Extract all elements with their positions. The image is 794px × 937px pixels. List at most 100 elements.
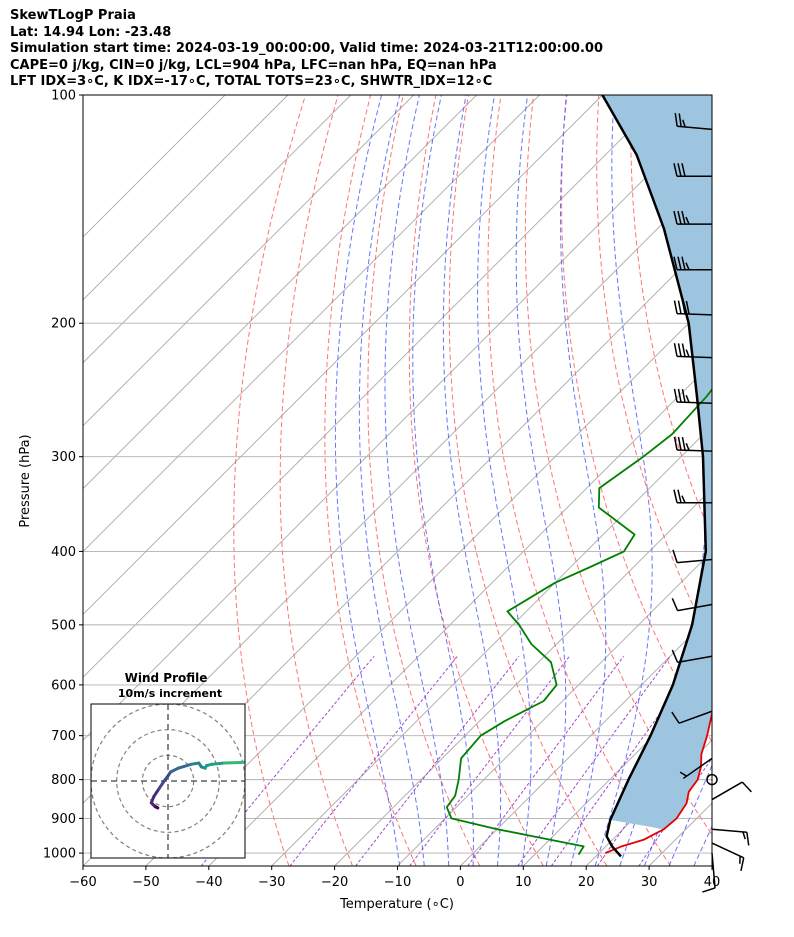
wind-barb-full	[671, 598, 679, 611]
dry-adiabat-line	[596, 95, 712, 645]
axis-ticks: −60 −50 −40 −30 −20 −10 0 10 20 30 40	[69, 866, 720, 890]
wind-barb-full	[677, 436, 682, 451]
mixing-ratio-line	[355, 655, 520, 866]
profile-layer	[445, 95, 712, 858]
wind-barb-full	[673, 436, 678, 451]
moist-adiabat-line	[594, 95, 653, 866]
wind-barb-full	[681, 210, 686, 225]
y-axis-label: Pressure (hPa)	[18, 434, 33, 527]
wind-barb-full	[681, 436, 686, 451]
wind-barb-full	[673, 489, 678, 503]
cape-line: CAPE=0 j/kg, CIN=0 j/kg, LCL=904 hPa, LF…	[10, 57, 497, 73]
isotherm-line	[460, 613, 712, 866]
temperature-line	[605, 704, 712, 854]
wind-barb-half	[685, 262, 690, 270]
y-tick-label: 300	[51, 450, 76, 465]
y-tick-label: 200	[51, 317, 76, 332]
wind-barb-shaft	[678, 710, 713, 724]
isotherm-line	[271, 425, 712, 866]
x-tick-label: 30	[641, 875, 658, 890]
wind-barb-full	[741, 781, 752, 793]
isotherm-line	[711, 865, 712, 866]
moist-adiabat-line	[476, 95, 532, 866]
x-tick-label: −20	[321, 875, 348, 890]
x-tick-label: −30	[258, 875, 285, 890]
wind-barb-half	[742, 831, 746, 840]
y-tick-label: 900	[51, 812, 76, 827]
wind-barb-full	[685, 300, 690, 315]
location-line: Lat: 14.94 Lon: -23.48	[10, 24, 172, 40]
moist-adiabat-line	[442, 95, 502, 866]
dry-adiabat-line	[524, 95, 712, 836]
wind-barb-half	[685, 349, 690, 358]
hodograph-plot	[91, 704, 245, 858]
isotherm-line	[83, 95, 477, 490]
wind-barb-half	[679, 771, 688, 777]
hodograph-segment	[238, 760, 245, 765]
wind-barb-full	[677, 489, 682, 503]
x-tick-label: −40	[195, 875, 222, 890]
wind-barb-full	[677, 388, 682, 403]
calm-wind-circle	[706, 773, 718, 786]
wind-barb-full	[677, 300, 682, 314]
wind-barb-full	[671, 711, 680, 724]
parcel-shading	[602, 95, 712, 830]
wind-barb-full	[681, 343, 686, 357]
dry-adiabat-line	[729, 95, 794, 866]
moist-adiabat-line	[358, 95, 425, 866]
hodograph-segment	[176, 762, 193, 770]
y-tick-label: 1000	[43, 847, 76, 862]
wind-barb-full	[678, 113, 682, 127]
x-tick-label: 20	[578, 875, 595, 890]
wind-barb-full	[681, 163, 686, 177]
isotherm-line	[334, 487, 712, 866]
dry-adiabat-line	[408, 95, 544, 866]
isotherm-line	[83, 95, 540, 553]
wind-barb-half	[685, 442, 690, 451]
isotherm-line	[83, 95, 226, 238]
wind-barb-shaft	[676, 449, 713, 452]
parcel-line	[601, 95, 708, 858]
hodograph-segment	[222, 761, 242, 765]
wind-barb-shaft	[711, 781, 743, 801]
wind-barb-shaft	[676, 401, 713, 404]
wind-barb-half	[685, 216, 690, 225]
x-tick-label: 0	[456, 875, 464, 890]
moist-adiabat-line	[515, 95, 567, 866]
hodograph-segment	[152, 787, 161, 798]
mixing-ratio-line	[409, 655, 570, 866]
wind-barbs	[671, 112, 752, 893]
isotherm-line	[83, 95, 289, 301]
wind-barb-shaft	[676, 312, 713, 316]
isotherm-line	[397, 550, 712, 866]
wind-barb-full	[681, 389, 686, 403]
wind-barb-shaft	[682, 757, 713, 780]
y-tick-label: 800	[51, 773, 76, 788]
hodograph-segment	[210, 761, 226, 766]
y-tick-label: 600	[51, 678, 76, 693]
wind-barb-shaft	[677, 125, 713, 131]
dry-adiabat-line	[233, 95, 306, 866]
wind-barb-shaft	[677, 558, 713, 564]
isotherm-line	[83, 95, 415, 427]
x-axis-label: Temperature (∘C)	[339, 897, 454, 912]
wind-barb-full	[677, 343, 682, 357]
index-line: LFT IDX=3∘C, K IDX=-17∘C, TOTAL TOTS=23∘…	[10, 74, 493, 89]
wind-barb-full	[673, 300, 678, 314]
x-tick-label: −60	[69, 875, 96, 890]
moist-adiabat-line	[560, 95, 607, 866]
wind-barb-full	[673, 343, 678, 357]
dry-adiabat-line	[762, 95, 794, 866]
wind-barb-shaft	[711, 828, 747, 833]
dry-adiabat-line	[367, 95, 481, 866]
dry-adiabat-line	[487, 95, 672, 866]
figure-title: SkewTLogP Praia	[10, 8, 136, 23]
wind-barb-full	[673, 256, 678, 270]
dry-adiabat-line	[279, 95, 353, 866]
dry-adiabat-line	[561, 95, 712, 743]
hodograph-subtitle: 10m/s increment	[118, 687, 222, 700]
mixing-ratio-line	[289, 655, 458, 866]
wind-barb-full	[674, 112, 678, 127]
wind-barb-full	[681, 256, 686, 270]
